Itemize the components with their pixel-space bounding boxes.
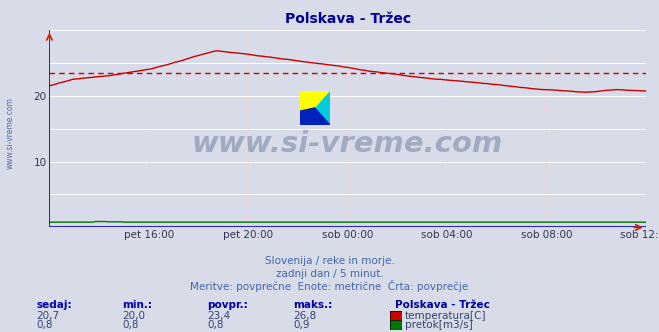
Text: 26,8: 26,8 bbox=[293, 311, 316, 321]
Text: Polskava - Tržec: Polskava - Tržec bbox=[395, 300, 490, 310]
Text: 23,4: 23,4 bbox=[208, 311, 231, 321]
Text: povpr.:: povpr.: bbox=[208, 300, 248, 310]
Polygon shape bbox=[300, 108, 315, 124]
Text: 0,8: 0,8 bbox=[208, 320, 224, 330]
Text: www.si-vreme.com: www.si-vreme.com bbox=[5, 97, 14, 169]
Text: 0,8: 0,8 bbox=[36, 320, 53, 330]
Text: min.:: min.: bbox=[122, 300, 152, 310]
Text: 0,9: 0,9 bbox=[293, 320, 310, 330]
Text: www.si-vreme.com: www.si-vreme.com bbox=[192, 130, 503, 158]
Text: 20,0: 20,0 bbox=[122, 311, 145, 321]
Text: Slovenija / reke in morje.: Slovenija / reke in morje. bbox=[264, 256, 395, 266]
Text: sedaj:: sedaj: bbox=[36, 300, 72, 310]
Polygon shape bbox=[300, 91, 330, 124]
Text: temperatura[C]: temperatura[C] bbox=[405, 311, 486, 321]
Text: Meritve: povprečne  Enote: metrične  Črta: povprečje: Meritve: povprečne Enote: metrične Črta:… bbox=[190, 281, 469, 292]
Text: pretok[m3/s]: pretok[m3/s] bbox=[405, 320, 473, 330]
Text: zadnji dan / 5 minut.: zadnji dan / 5 minut. bbox=[275, 269, 384, 279]
Polygon shape bbox=[300, 108, 330, 124]
Title: Polskava - Tržec: Polskava - Tržec bbox=[285, 12, 411, 26]
Text: maks.:: maks.: bbox=[293, 300, 333, 310]
Text: 20,7: 20,7 bbox=[36, 311, 59, 321]
Text: 0,8: 0,8 bbox=[122, 320, 138, 330]
